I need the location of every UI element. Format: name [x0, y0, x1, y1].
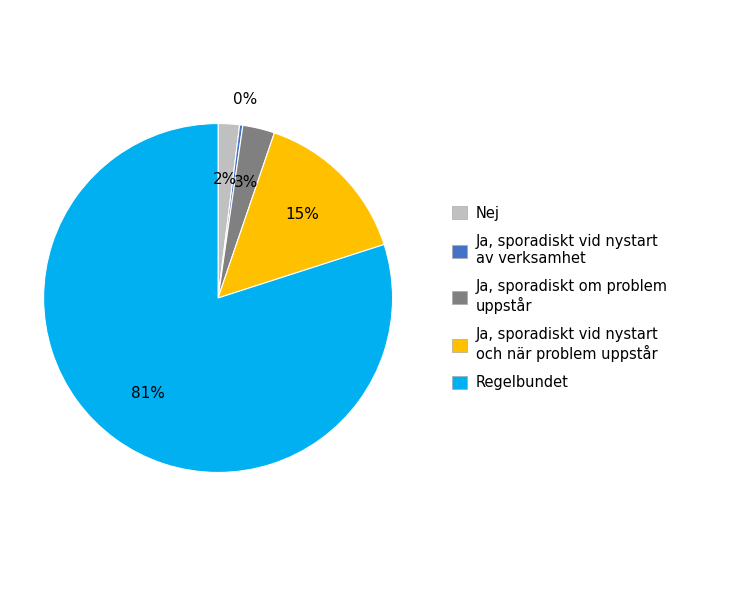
Wedge shape — [218, 133, 384, 298]
Text: 15%: 15% — [286, 207, 320, 222]
Legend: Nej, Ja, sporadiskt vid nystart
av verksamhet, Ja, sporadiskt om problem
uppstår: Nej, Ja, sporadiskt vid nystart av verks… — [452, 206, 668, 390]
Text: 81%: 81% — [132, 386, 165, 401]
Text: 2%: 2% — [214, 172, 238, 187]
Wedge shape — [218, 123, 240, 298]
Text: 3%: 3% — [234, 175, 258, 190]
Wedge shape — [218, 125, 243, 298]
Text: 0%: 0% — [232, 92, 257, 107]
Wedge shape — [218, 125, 274, 298]
Wedge shape — [44, 123, 393, 473]
